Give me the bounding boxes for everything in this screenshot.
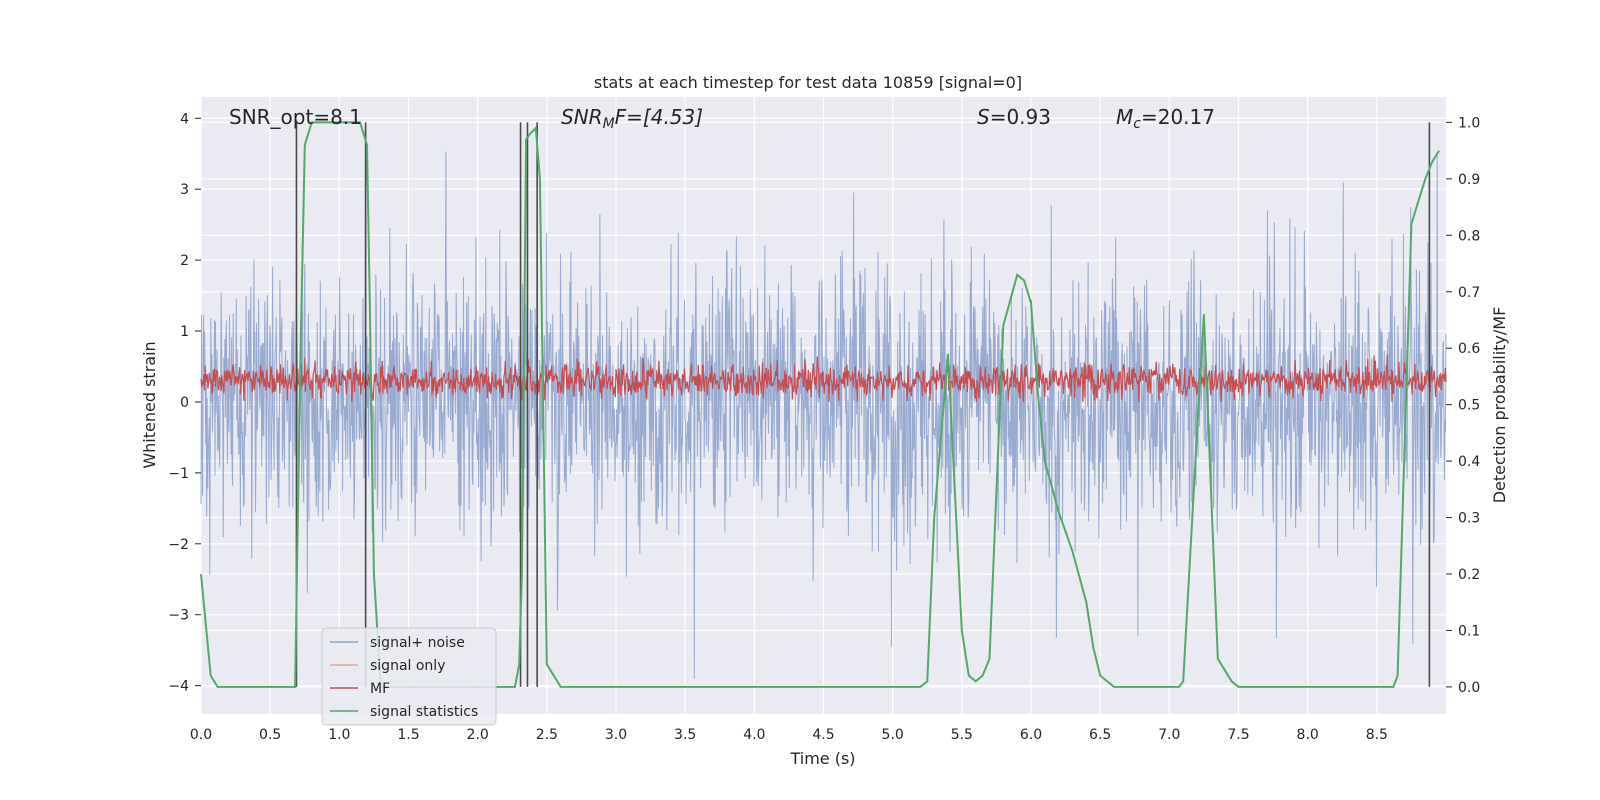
s-rest: =0.93 [990, 105, 1051, 129]
x-tick-label: 1.5 [397, 727, 419, 743]
y-tick-label: 4 [180, 111, 189, 127]
y-tick-label: −4 [168, 679, 189, 695]
y-tick-label: −2 [168, 537, 189, 553]
y2-tick-label: 0.3 [1458, 511, 1480, 527]
legend-label-signal-statistics: signal statistics [370, 704, 478, 720]
annotation-s: S=0.93 [977, 105, 1051, 129]
annotation-snr-opt: SNR_opt=8.1 [229, 105, 362, 129]
series-signal-noise [200, 151, 1447, 679]
legend-box [321, 627, 497, 726]
s-italic: S [977, 105, 990, 129]
y-tick-label: 3 [180, 182, 189, 198]
y2-tick-label: 0.4 [1458, 454, 1480, 470]
y-axis-ticks: 4 3 2 1 0 −1 −2 −3 −4 [168, 111, 201, 695]
y-tick-label: 0 [180, 395, 189, 411]
x-axis-ticks: 0.0 0.5 1.0 1.5 2.0 2.5 3.0 3.5 4.0 4.5 5.0 5.5 6.0 6… [190, 727, 1388, 743]
y2-tick-label: 0.7 [1458, 285, 1480, 301]
y2-axis-label: Detection probability/MF [1490, 307, 1509, 504]
x-tick-label: 7.5 [1227, 727, 1249, 743]
y-tick-label: 2 [180, 253, 189, 269]
y2-axis-ticks: 1.0 0.9 0.8 0.7 0.6 0.5 0.4 0.3 0.2 0.1 0.0 [1446, 115, 1480, 696]
x-tick-label: 5.5 [951, 727, 973, 743]
mc-base: M [1116, 105, 1133, 129]
y-axis-label: Whitened strain [140, 341, 159, 468]
y2-tick-label: 0.2 [1458, 567, 1480, 583]
snr-mf-rest: F=[4.53] [615, 105, 703, 129]
series-signal-statistics [200, 121, 1440, 688]
y2-tick-label: 1.0 [1458, 115, 1480, 131]
y2-tick-label: 0.0 [1458, 680, 1480, 696]
x-tick-label: 2.0 [467, 727, 489, 743]
x-tick-label: 3.0 [605, 727, 627, 743]
x-tick-label: 6.5 [1089, 727, 1111, 743]
x-tick-label: 5.0 [882, 727, 904, 743]
x-tick-label: 3.5 [674, 727, 696, 743]
annotation-snr-mf: SNRMF=[4.53] [561, 105, 703, 132]
snr-mf-base: SNR [561, 105, 603, 129]
mf-line [200, 355, 1447, 403]
x-tick-label: 7.0 [1158, 727, 1180, 743]
series-mf [200, 355, 1447, 403]
y-tick-label: −3 [168, 608, 189, 624]
y-tick-label: −1 [168, 466, 189, 482]
x-tick-label: 8.5 [1366, 727, 1388, 743]
legend-label-signal-noise: signal+ noise [370, 635, 465, 651]
chart-title: stats at each timestep for test data 108… [594, 73, 1022, 92]
x-tick-label: 1.0 [328, 727, 350, 743]
legend-label-signal-only: signal only [370, 658, 445, 674]
x-tick-label: 4.0 [743, 727, 765, 743]
y2-tick-label: 0.5 [1458, 398, 1480, 414]
x-tick-label: 0.5 [259, 727, 281, 743]
x-tick-label: 6.0 [1020, 727, 1042, 743]
mc-sub: c [1133, 116, 1141, 132]
x-tick-label: 8.0 [1297, 727, 1319, 743]
x-tick-label: 0.0 [190, 727, 212, 743]
y2-tick-label: 0.6 [1458, 341, 1480, 357]
x-tick-label: 4.5 [812, 727, 834, 743]
snr-mf-sub: M [603, 116, 615, 132]
mc-rest: =20.17 [1141, 105, 1215, 129]
signal-statistics-line [200, 121, 1440, 688]
y2-tick-label: 0.9 [1458, 172, 1480, 188]
y2-tick-label: 0.8 [1458, 228, 1480, 244]
annotation-mc: Mc=20.17 [1116, 105, 1215, 132]
y2-tick-label: 0.1 [1458, 623, 1480, 639]
x-tick-label: 2.5 [536, 727, 558, 743]
x-axis-label: Time (s) [789, 749, 855, 768]
legend-label-mf: MF [370, 681, 390, 697]
y-tick-label: 1 [180, 324, 189, 340]
noise-line [200, 151, 1447, 679]
legend: signal+ noise signal only MF signal stat… [321, 627, 497, 726]
